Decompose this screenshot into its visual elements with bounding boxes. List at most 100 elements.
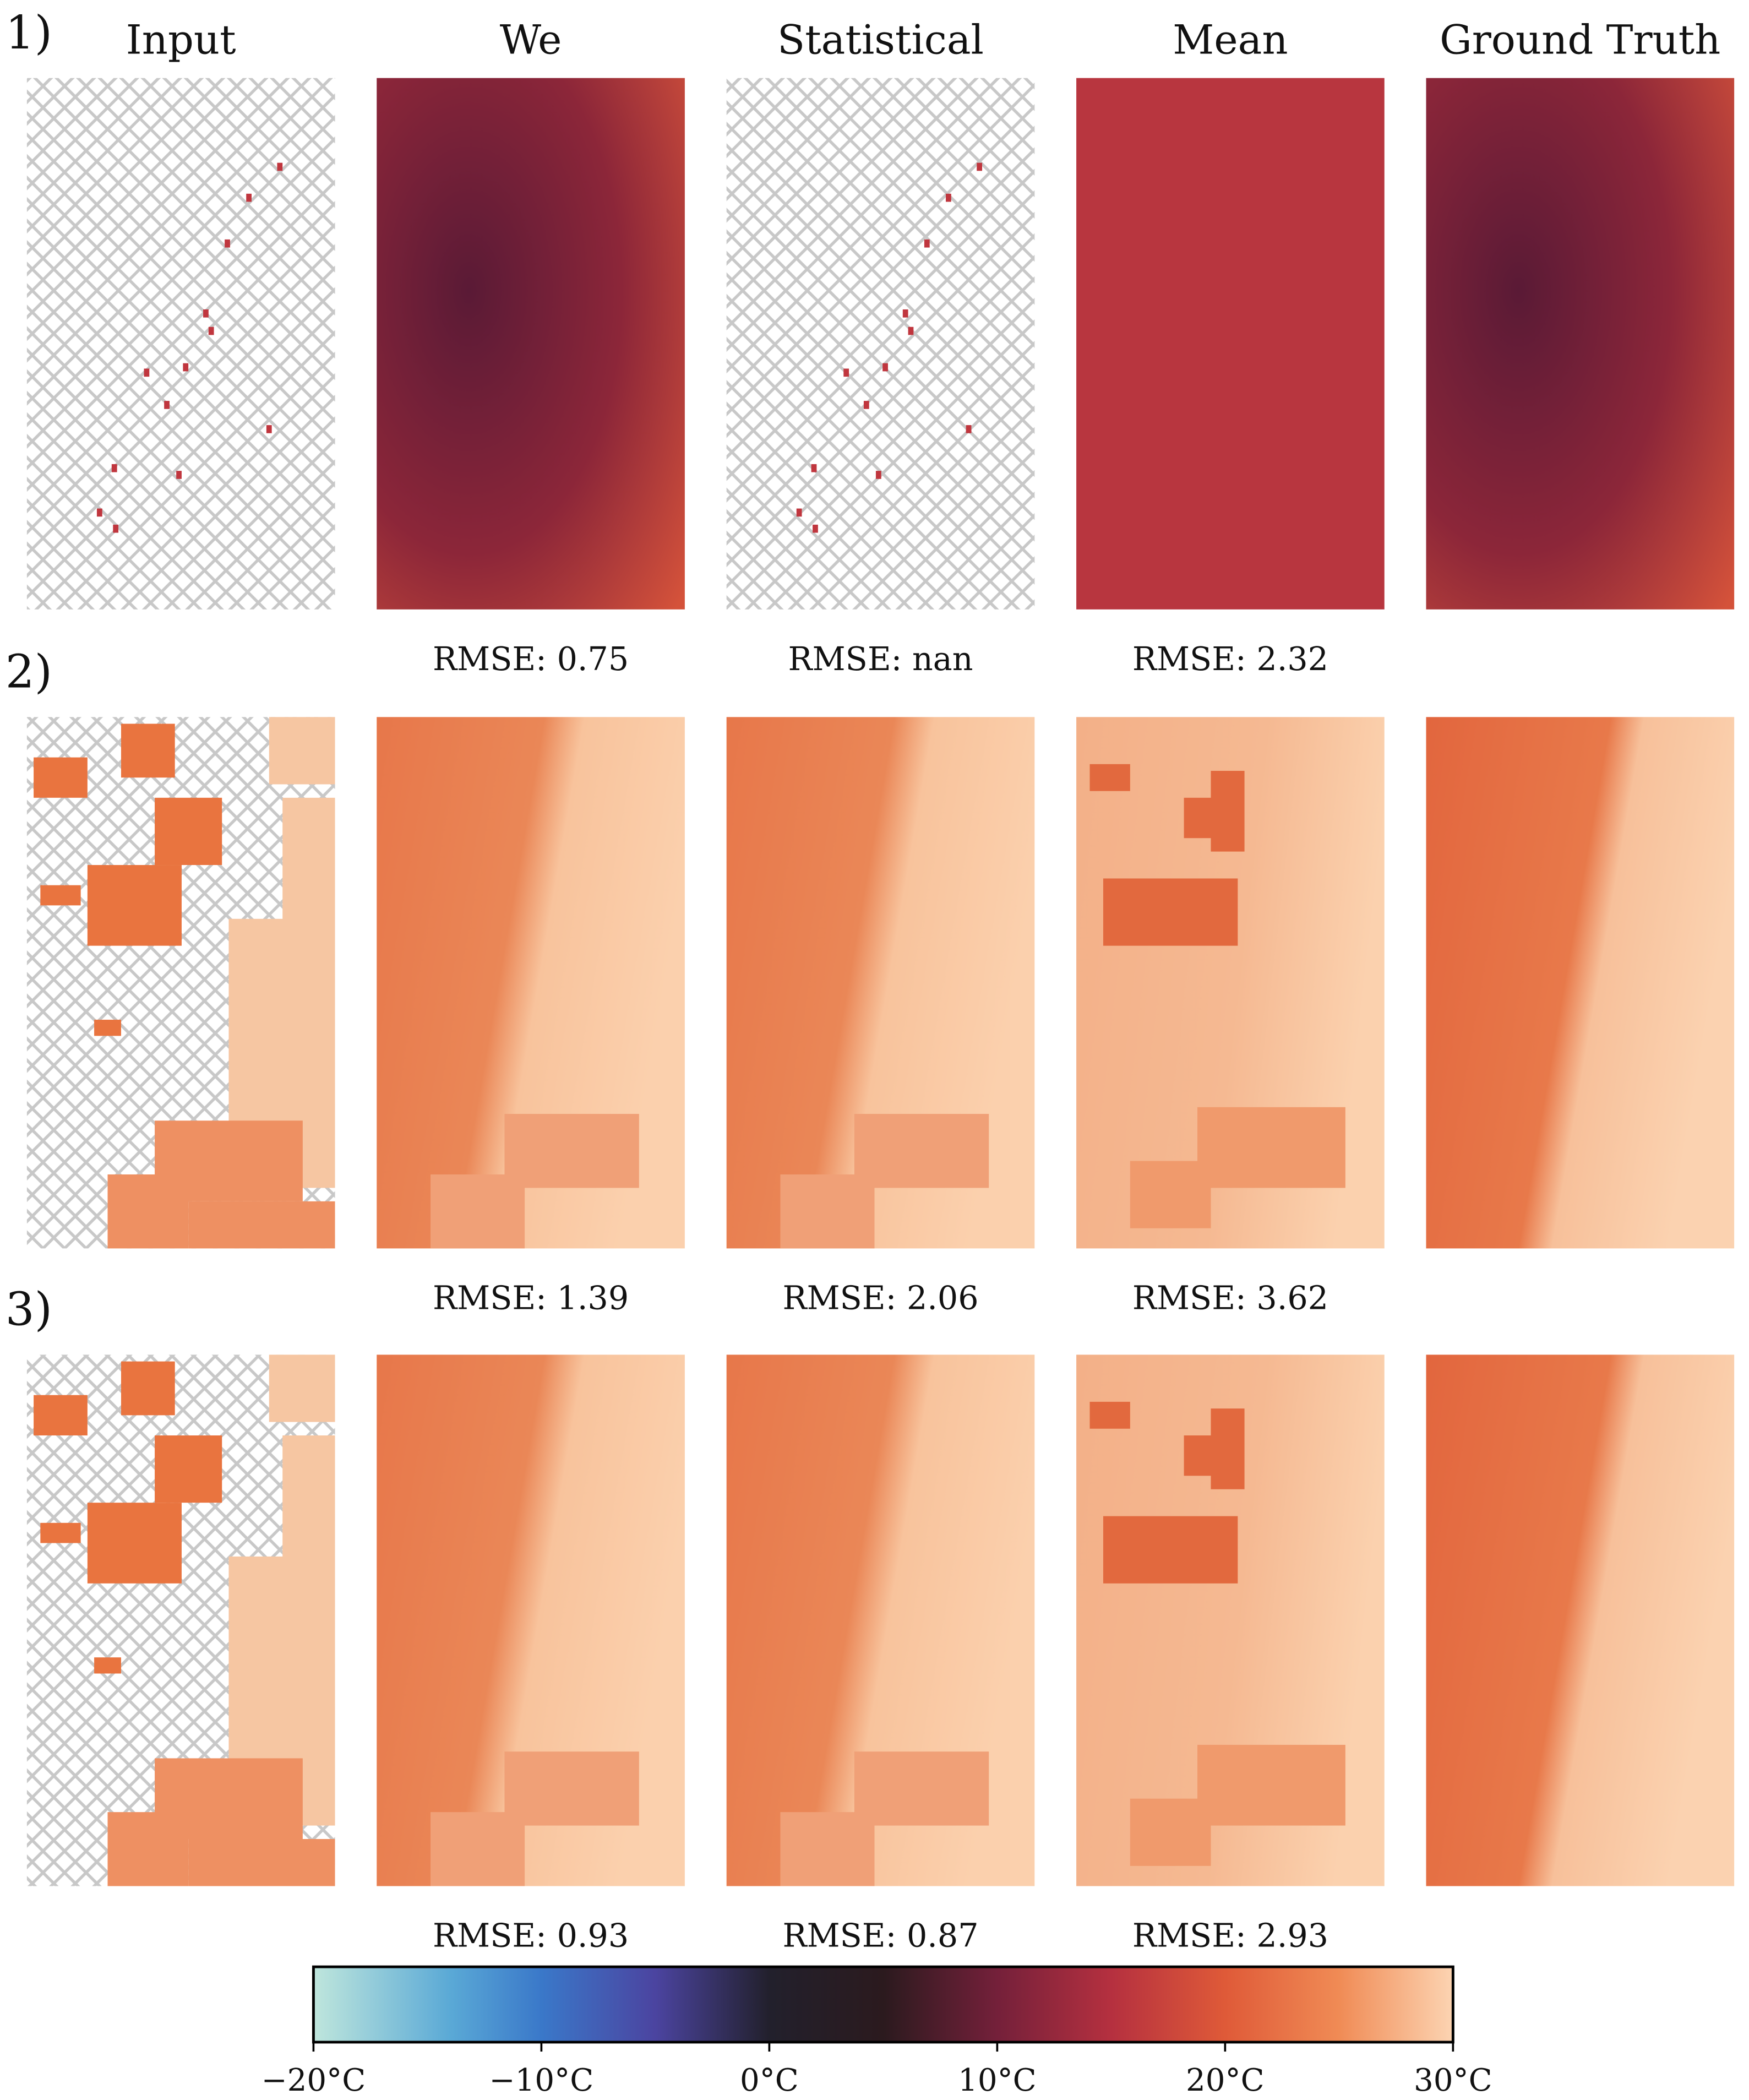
observed-patch	[225, 239, 230, 248]
observed-patch	[176, 471, 182, 479]
rmse-label: RMSE: 1.39	[433, 1279, 629, 1316]
heatmap-panel	[1076, 717, 1385, 1249]
observed-patch	[277, 162, 283, 171]
heatmap-panel	[26, 1354, 335, 1886]
rmse-label: RMSE: 0.87	[782, 1917, 978, 1954]
observed-patch	[282, 1435, 335, 1570]
observed-patch	[1130, 1161, 1211, 1228]
observed-patch	[34, 1395, 88, 1436]
observed-patch	[121, 1361, 175, 1416]
heatmap-panel	[726, 717, 1035, 1249]
observed-patch	[111, 464, 117, 472]
observed-patch	[1089, 764, 1130, 791]
rmse-label: RMSE: 0.93	[433, 1917, 629, 1954]
heatmap-panel	[1426, 78, 1735, 610]
observed-patch	[908, 327, 914, 335]
observed-patch	[203, 309, 209, 318]
panel-image	[1426, 78, 1735, 610]
observed-patch	[94, 1657, 121, 1674]
observed-patch	[40, 885, 81, 906]
panel-image	[377, 78, 685, 610]
column-title: Mean	[1173, 17, 1288, 64]
observed-patch	[1197, 1744, 1345, 1826]
observed-patch	[113, 524, 119, 533]
observed-patch	[188, 1201, 335, 1249]
column-title: Input	[126, 17, 236, 64]
colorbar-tick-label: −20°C	[261, 2063, 366, 2098]
observed-patch	[155, 1435, 222, 1503]
observed-patch	[796, 508, 802, 517]
observed-patch	[208, 327, 214, 335]
heatmap-panel	[26, 78, 335, 610]
observed-patch	[854, 1114, 989, 1188]
observed-patch	[863, 401, 869, 409]
rmse-label: RMSE: 0.75	[433, 640, 629, 678]
rmse-label: RMSE: nan	[788, 640, 973, 678]
heatmap-panel	[1076, 1354, 1385, 1886]
colorbar	[312, 1965, 1454, 2044]
observed-patch	[40, 1522, 81, 1543]
observed-patch	[164, 401, 170, 409]
observed-patch	[843, 368, 849, 377]
observed-patch	[34, 757, 88, 798]
observed-patch	[966, 425, 972, 433]
observed-patch	[183, 363, 189, 372]
colorbar-tick-label: 20°C	[1186, 2063, 1265, 2098]
observed-patch	[107, 1174, 189, 1249]
observed-patch	[96, 508, 102, 517]
observed-patch	[144, 368, 150, 377]
observed-patch	[1211, 1408, 1245, 1489]
column-title: Ground Truth	[1440, 17, 1720, 64]
heatmap-panel	[1076, 78, 1385, 610]
heatmap-panel	[726, 78, 1035, 610]
observed-patch	[269, 717, 335, 785]
panel-image	[1426, 1354, 1735, 1886]
observed-patch	[882, 363, 888, 372]
heatmap-panel	[1426, 1354, 1735, 1886]
observed-patch	[1211, 771, 1245, 852]
colorbar-tick-label: −10°C	[489, 2063, 594, 2098]
observed-patch	[1197, 1107, 1345, 1188]
observed-patch	[1103, 878, 1238, 946]
observed-patch	[875, 471, 881, 479]
observed-patch	[87, 1503, 182, 1584]
observed-patch	[246, 193, 252, 202]
observed-patch	[188, 1838, 335, 1886]
observed-patch	[269, 1354, 335, 1422]
heatmap-panel	[377, 78, 685, 610]
rmse-label: RMSE: 2.06	[782, 1279, 978, 1316]
heatmap-panel	[377, 717, 685, 1249]
heatmap-panel	[1426, 717, 1735, 1249]
observed-patch	[121, 723, 175, 778]
observed-patch	[1130, 1798, 1211, 1866]
observed-patch	[854, 1751, 989, 1826]
observed-patch	[902, 309, 908, 318]
row-label: 1)	[6, 6, 52, 59]
colorbar-tick-label: 0°C	[740, 2063, 799, 2098]
panel-image	[1426, 717, 1735, 1249]
observed-patch	[504, 1114, 639, 1188]
colorbar-tick-label: 10°C	[958, 2063, 1037, 2098]
column-title: Statistical	[777, 17, 984, 64]
observed-patch	[780, 1174, 875, 1249]
observed-patch	[924, 239, 930, 248]
heatmap-panel	[726, 1354, 1035, 1886]
observed-patch	[282, 797, 335, 933]
observed-patch	[155, 797, 222, 866]
panel-image	[26, 78, 335, 610]
observed-patch	[780, 1812, 875, 1886]
observed-patch	[266, 425, 272, 433]
observed-patch	[94, 1020, 121, 1036]
observed-patch	[107, 1812, 189, 1886]
row-label: 2)	[6, 645, 52, 699]
colorbar-tick-label: 30°C	[1414, 2063, 1492, 2098]
heatmap-panel	[377, 1354, 685, 1886]
observed-patch	[431, 1812, 525, 1886]
row-label: 3)	[6, 1283, 52, 1336]
panel-image	[1076, 78, 1385, 610]
observed-patch	[1103, 1516, 1238, 1584]
observed-patch	[977, 162, 983, 171]
rmse-label: RMSE: 3.62	[1132, 1279, 1328, 1316]
